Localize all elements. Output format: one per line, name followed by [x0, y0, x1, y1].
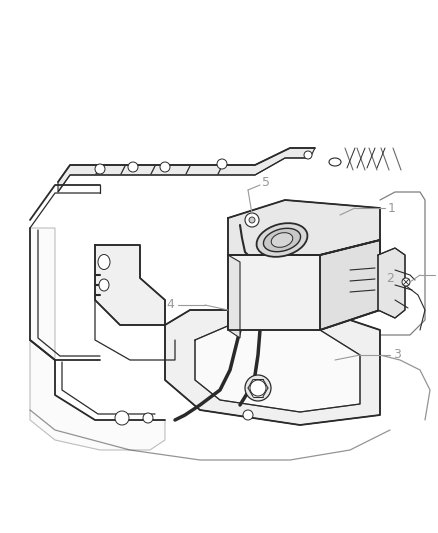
Polygon shape: [95, 245, 165, 325]
Ellipse shape: [263, 228, 300, 252]
Polygon shape: [165, 310, 380, 425]
Text: 4: 4: [166, 298, 174, 311]
Polygon shape: [228, 200, 380, 255]
Circle shape: [249, 217, 255, 223]
Ellipse shape: [257, 223, 307, 257]
Polygon shape: [228, 255, 240, 338]
Circle shape: [245, 213, 259, 227]
Polygon shape: [320, 240, 380, 330]
Text: 1: 1: [388, 201, 396, 214]
Circle shape: [143, 413, 153, 423]
Circle shape: [243, 410, 253, 420]
Circle shape: [217, 159, 227, 169]
Ellipse shape: [98, 254, 110, 270]
Circle shape: [245, 375, 271, 401]
Circle shape: [160, 162, 170, 172]
Circle shape: [402, 278, 410, 286]
Polygon shape: [58, 148, 315, 192]
Circle shape: [95, 164, 105, 174]
Text: 5: 5: [262, 176, 270, 190]
Circle shape: [250, 380, 266, 396]
Circle shape: [304, 151, 312, 159]
Ellipse shape: [271, 233, 293, 247]
Polygon shape: [195, 325, 360, 412]
Ellipse shape: [99, 279, 109, 291]
Circle shape: [115, 411, 129, 425]
Polygon shape: [30, 228, 165, 450]
Text: 2: 2: [386, 271, 394, 285]
Circle shape: [128, 162, 138, 172]
Text: 3: 3: [393, 349, 401, 361]
Polygon shape: [378, 248, 405, 318]
Polygon shape: [228, 240, 380, 330]
Ellipse shape: [329, 158, 341, 166]
